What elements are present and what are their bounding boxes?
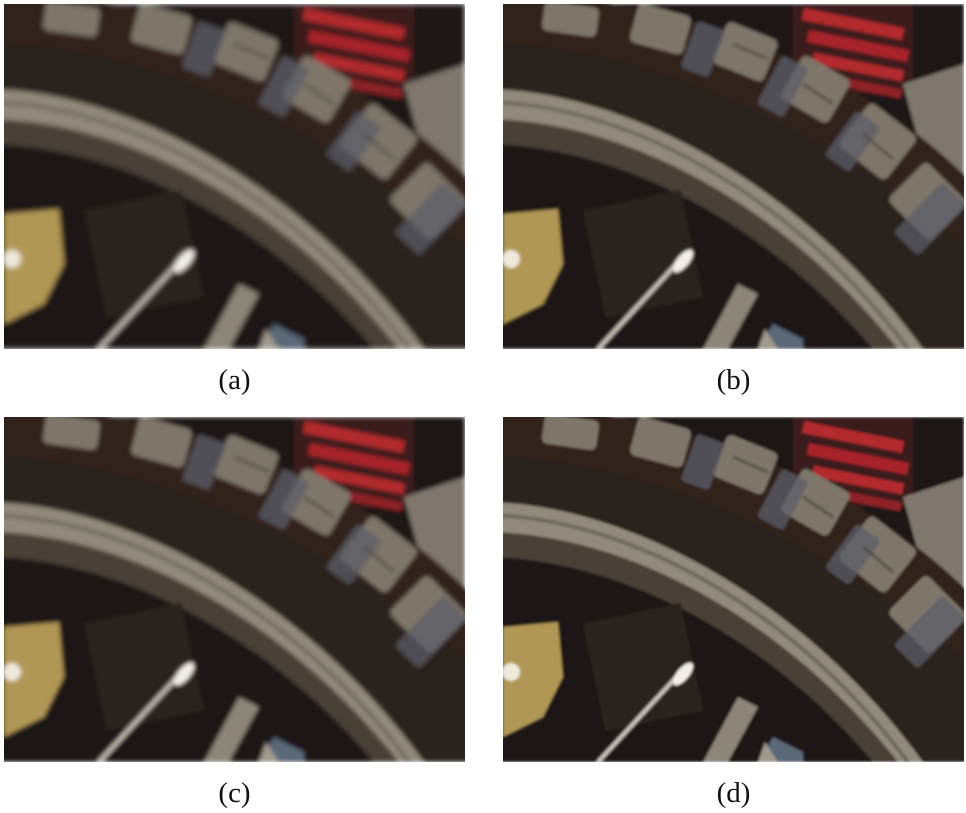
wheel-crop-d [503, 417, 964, 762]
image-panel-a [4, 4, 465, 349]
image-panel-b [503, 4, 964, 349]
image-panel-c [4, 417, 465, 762]
caption-c: (c) [218, 777, 251, 809]
image-panel-d [503, 417, 964, 762]
caption-d: (d) [716, 777, 751, 809]
wheel-crop-b [503, 4, 964, 349]
caption-b: (b) [716, 364, 751, 396]
caption-a: (a) [218, 364, 251, 396]
wheel-crop-c [4, 417, 465, 762]
wheel-crop-a [4, 4, 465, 349]
